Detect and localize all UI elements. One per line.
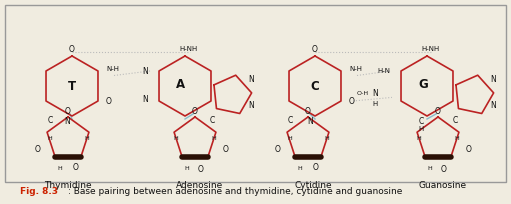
Text: O: O	[466, 145, 472, 154]
Text: H: H	[419, 126, 424, 132]
Text: T: T	[68, 80, 76, 92]
Text: H: H	[288, 136, 292, 141]
Text: H: H	[84, 136, 89, 141]
Text: N: N	[248, 75, 254, 84]
Text: O: O	[313, 163, 319, 172]
Text: H-NH: H-NH	[179, 46, 197, 52]
Text: O: O	[349, 96, 355, 105]
Text: H: H	[174, 136, 178, 141]
Text: O: O	[305, 108, 311, 116]
Text: O: O	[65, 108, 71, 116]
Text: O: O	[198, 164, 204, 173]
Text: N: N	[308, 118, 313, 126]
Text: C: C	[453, 116, 458, 125]
Text: C: C	[311, 80, 319, 92]
Text: N-H: N-H	[349, 66, 362, 72]
Text: O-H: O-H	[357, 91, 369, 96]
Text: N-H: N-H	[106, 66, 119, 72]
Text: N: N	[491, 102, 497, 111]
Text: H-N: H-N	[377, 68, 390, 74]
Text: Guanosine: Guanosine	[419, 182, 467, 191]
Text: O: O	[274, 145, 280, 154]
Text: O: O	[106, 96, 112, 105]
Text: C: C	[419, 118, 424, 126]
Text: H: H	[428, 166, 432, 172]
Text: Cytidine: Cytidine	[294, 182, 332, 191]
Text: N: N	[372, 89, 378, 98]
Text: O: O	[223, 145, 229, 154]
Text: O: O	[34, 145, 40, 154]
Text: C: C	[210, 116, 215, 125]
Text: C: C	[48, 116, 53, 125]
Text: N: N	[249, 102, 254, 111]
Text: C: C	[288, 116, 293, 125]
Text: N: N	[491, 75, 496, 84]
Text: O: O	[435, 108, 441, 116]
Text: H: H	[212, 136, 216, 141]
Text: H: H	[48, 136, 53, 141]
Text: G: G	[418, 78, 428, 91]
Text: N: N	[142, 95, 148, 104]
Text: Thymidine: Thymidine	[44, 182, 92, 191]
Text: Adenosine: Adenosine	[176, 182, 224, 191]
Text: Fig. 8.3: Fig. 8.3	[20, 187, 58, 196]
Text: H: H	[58, 166, 62, 172]
Text: O: O	[192, 108, 198, 116]
Text: H: H	[324, 136, 329, 141]
Text: : Base pairing between adenosine and thymidine, cytidine and guanosine: : Base pairing between adenosine and thy…	[68, 187, 402, 196]
Text: H-NH: H-NH	[421, 46, 439, 52]
Text: O: O	[69, 44, 75, 53]
Text: H: H	[455, 136, 459, 141]
Text: O: O	[312, 44, 318, 53]
Text: O: O	[441, 164, 447, 173]
Text: H: H	[373, 101, 378, 106]
Text: H: H	[297, 166, 303, 172]
Text: N: N	[64, 118, 71, 126]
Text: A: A	[176, 78, 185, 91]
Text: H: H	[184, 166, 190, 172]
Text: O: O	[73, 163, 79, 172]
Text: N: N	[142, 67, 148, 75]
Text: H: H	[416, 136, 422, 141]
